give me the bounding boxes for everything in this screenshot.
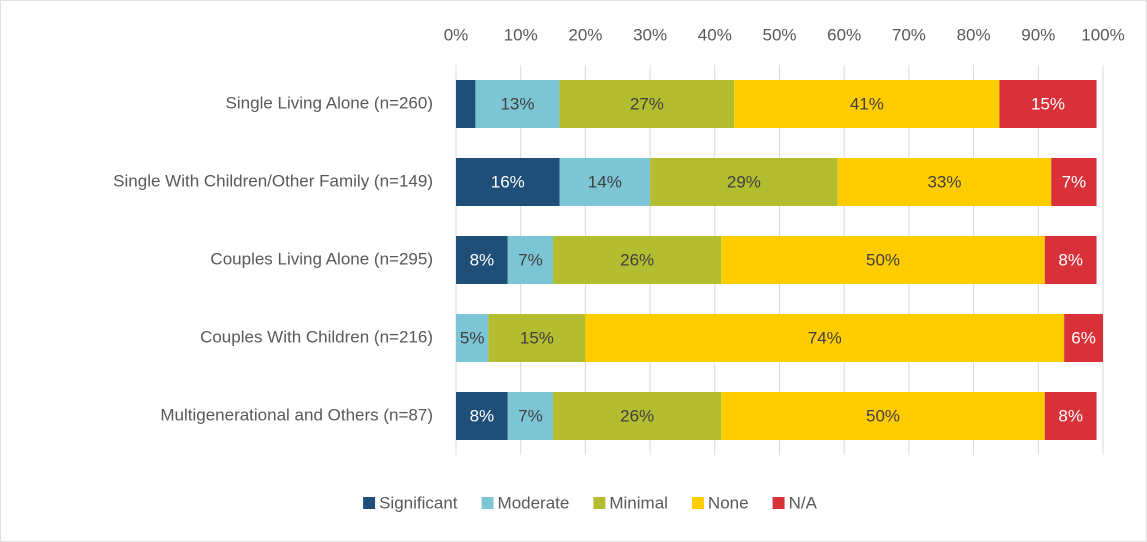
data-label: 26%	[620, 406, 654, 425]
data-label: 7%	[518, 406, 543, 425]
legend-swatch	[363, 497, 376, 509]
legend-swatch	[481, 497, 494, 509]
legend-label: N/A	[789, 493, 818, 512]
bar-segment	[585, 314, 1065, 362]
legend-swatch	[593, 497, 606, 509]
category-label: Couples With Children (n=216)	[200, 327, 433, 346]
bar-segment	[1064, 314, 1103, 362]
x-tick-label: 0%	[444, 25, 469, 44]
x-tick-label: 30%	[633, 25, 667, 44]
legend-label: None	[708, 493, 749, 512]
bar-segment	[650, 158, 838, 206]
legend-swatch	[772, 497, 785, 509]
x-tick-label: 40%	[698, 25, 732, 44]
bar-segment	[456, 80, 476, 128]
data-label: 8%	[470, 406, 495, 425]
category-label: Single With Children/Other Family (n=149…	[113, 171, 433, 190]
bar-segment	[1044, 236, 1097, 284]
x-tick-label: 50%	[762, 25, 796, 44]
data-label: 8%	[470, 250, 495, 269]
legend-label: Significant	[379, 493, 458, 512]
x-tick-label: 100%	[1081, 25, 1124, 44]
data-label: 74%	[808, 328, 842, 347]
bar-segment	[456, 392, 508, 440]
data-label: 8%	[1058, 406, 1083, 425]
legend-swatch	[691, 497, 704, 509]
bar-segment	[456, 314, 489, 362]
data-label: 16%	[491, 172, 525, 191]
x-tick-label: 20%	[568, 25, 602, 44]
bar-segment	[559, 80, 735, 128]
bar-segment	[456, 158, 560, 206]
data-label: 13%	[500, 94, 534, 113]
legend-label: Moderate	[498, 493, 570, 512]
bar-segment	[488, 314, 586, 362]
bar-segment	[456, 236, 508, 284]
data-label: 50%	[866, 250, 900, 269]
data-label: 26%	[620, 250, 654, 269]
data-label: 7%	[518, 250, 543, 269]
bar-segment	[507, 392, 554, 440]
x-tick-label: 10%	[504, 25, 538, 44]
bar-segment	[734, 80, 1000, 128]
data-label: 7%	[1062, 172, 1087, 191]
x-tick-label: 60%	[827, 25, 861, 44]
bar-segment	[837, 158, 1052, 206]
category-label: Couples Living Alone (n=295)	[210, 249, 433, 268]
bar-segment	[721, 236, 1045, 284]
data-label: 50%	[866, 406, 900, 425]
bar-segment	[1044, 392, 1097, 440]
category-label: Single Living Alone (n=260)	[226, 93, 433, 112]
data-label: 27%	[630, 94, 664, 113]
data-label: 5%	[460, 328, 485, 347]
bar-segment	[553, 392, 722, 440]
legend-label: Minimal	[609, 493, 668, 512]
data-label: 8%	[1058, 250, 1083, 269]
x-tick-label: 80%	[957, 25, 991, 44]
category-label: Multigenerational and Others (n=87)	[160, 405, 433, 424]
data-label: 15%	[520, 328, 554, 347]
x-tick-label: 90%	[1021, 25, 1055, 44]
data-label: 6%	[1071, 328, 1096, 347]
data-label: 41%	[850, 94, 884, 113]
x-tick-label: 70%	[892, 25, 926, 44]
data-label: 14%	[588, 172, 622, 191]
bar-segment	[999, 80, 1097, 128]
bar-segment	[1051, 158, 1097, 206]
bar-segment	[559, 158, 651, 206]
bar-segment	[553, 236, 722, 284]
data-label: 29%	[727, 172, 761, 191]
data-label: 15%	[1031, 94, 1065, 113]
data-label: 33%	[927, 172, 961, 191]
bar-segment	[721, 392, 1045, 440]
bar-segment	[475, 80, 560, 128]
bar-segment	[507, 236, 554, 284]
